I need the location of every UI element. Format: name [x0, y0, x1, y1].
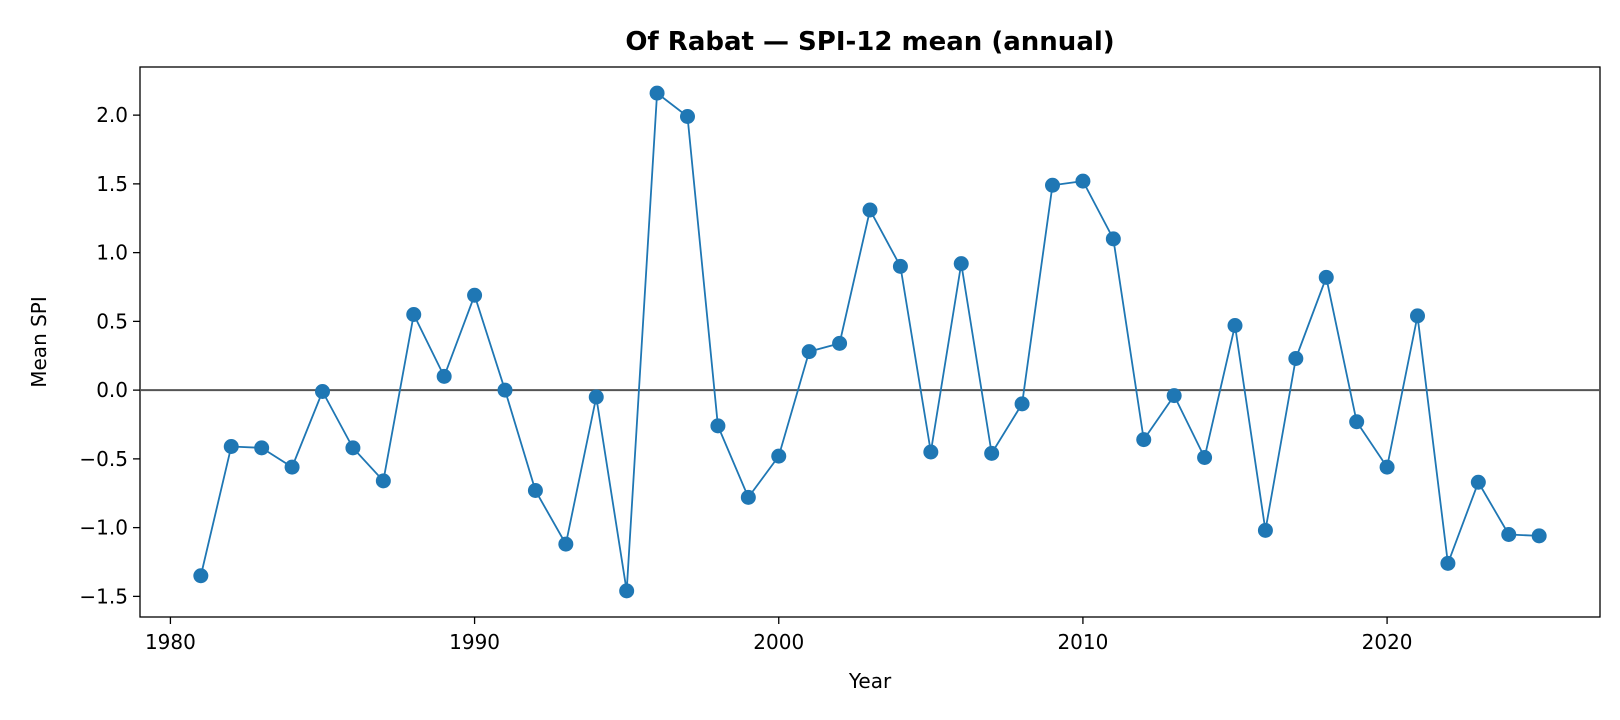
data-point — [588, 389, 604, 405]
data-point — [862, 202, 878, 218]
data-point — [527, 483, 543, 498]
y-tick-label: −0.5 — [79, 447, 128, 471]
data-point — [406, 307, 422, 322]
x-tick-label: 2010 — [1057, 630, 1108, 654]
x-tick-label: 2020 — [1362, 630, 1413, 654]
plot-frame — [139, 66, 1601, 618]
data-point — [1379, 459, 1395, 475]
data-point — [1014, 396, 1030, 412]
data-point — [193, 568, 209, 584]
data-point — [1501, 527, 1517, 542]
data-point — [315, 384, 330, 399]
data-point — [1318, 269, 1334, 285]
data-point — [1410, 308, 1425, 324]
data-point — [223, 439, 239, 454]
data-point — [1531, 528, 1547, 544]
data-point — [375, 473, 391, 489]
y-tick-label: −1.5 — [79, 584, 128, 608]
y-tick-label: 1.5 — [96, 172, 128, 196]
data-point — [984, 445, 1000, 461]
data-point — [771, 448, 787, 464]
data-point — [832, 335, 848, 351]
x-axis-label: Year — [848, 669, 892, 693]
x-tick-label: 1990 — [449, 630, 500, 654]
data-point — [1288, 351, 1304, 366]
series-line — [199, 91, 1540, 592]
y-axis-label: Mean SPI — [27, 296, 51, 388]
y-tick-label: −1.0 — [79, 516, 128, 540]
data-point — [558, 536, 574, 552]
y-tick-label: 1.0 — [96, 241, 128, 265]
y-axis: −1.5 −1.0 −0.5 0.0 0.5 1.0 1.5 2.0 — [79, 103, 140, 608]
data-point — [1440, 555, 1456, 571]
data-point — [801, 344, 817, 360]
data-point — [892, 258, 908, 274]
x-tick-label: 1980 — [145, 630, 196, 654]
y-tick-label: 0.0 — [96, 378, 128, 402]
data-points — [193, 85, 1547, 599]
data-point — [1105, 231, 1121, 247]
x-tick-label: 2000 — [753, 630, 804, 654]
data-point — [1197, 450, 1213, 465]
data-point — [284, 459, 300, 475]
data-point — [345, 440, 361, 456]
data-point — [254, 440, 270, 456]
data-point — [436, 368, 452, 384]
data-point — [1166, 388, 1182, 404]
data-point — [740, 489, 756, 505]
data-point — [1045, 177, 1060, 193]
data-point — [1227, 318, 1243, 333]
data-point — [953, 256, 969, 272]
chart-title: Of Rabat — SPI-12 mean (annual) — [625, 27, 1114, 57]
data-point — [680, 109, 695, 124]
data-point — [1075, 173, 1091, 189]
data-point — [1349, 414, 1365, 430]
data-point — [1257, 522, 1273, 538]
y-tick-label: 0.5 — [96, 309, 128, 333]
data-point — [710, 418, 726, 434]
x-axis: 1980 1990 2000 2010 2020 — [145, 617, 1413, 654]
data-point — [1470, 474, 1486, 490]
data-point — [467, 287, 483, 303]
data-point — [619, 583, 635, 599]
data-point — [649, 85, 665, 101]
y-tick-label: 2.0 — [96, 103, 128, 127]
data-point — [1136, 432, 1152, 448]
data-point — [923, 444, 939, 460]
data-point — [497, 382, 513, 398]
